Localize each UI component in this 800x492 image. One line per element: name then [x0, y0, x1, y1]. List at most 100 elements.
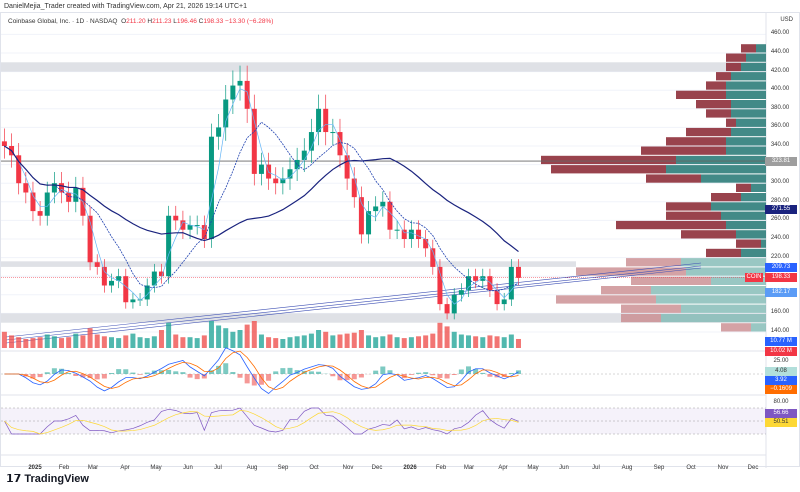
tradingview-logo[interactable]: 𝟭𝟳 TradingView — [6, 472, 89, 485]
volume-bar — [501, 337, 507, 348]
macd-histogram-bar — [258, 374, 264, 385]
volume-profile-down-bar — [541, 155, 676, 165]
candle-body — [66, 192, 72, 202]
macd-histogram-bar — [194, 374, 200, 380]
volume-profile-down-bar — [641, 146, 726, 155]
candle-body — [466, 276, 471, 291]
volume-bar — [208, 321, 214, 348]
volume-bar — [23, 339, 29, 348]
trend-line — [5, 267, 702, 344]
volume-profile-down-bar — [736, 239, 761, 248]
candle-body — [51, 183, 57, 193]
candle-body — [130, 299, 136, 303]
volume-profile-up-bar — [651, 286, 766, 295]
volume-bar — [116, 338, 122, 348]
candle-body — [444, 304, 450, 314]
price-tick: 360.00 — [770, 123, 790, 130]
volume-bar — [37, 337, 43, 348]
volume-profile-down-bar — [646, 174, 701, 183]
volume-bar — [423, 335, 429, 348]
volume-profile-up-bar — [736, 230, 766, 239]
macd-histogram-bar — [230, 372, 236, 374]
volume-bar — [144, 338, 150, 348]
volume-bar — [109, 337, 114, 348]
macd-histogram-bar — [344, 374, 350, 381]
macd-histogram-bar — [316, 371, 322, 374]
candle-body — [173, 215, 179, 221]
moving-average-line — [4, 145, 519, 253]
macd-histogram-bar — [87, 374, 93, 378]
volume-profile-down-bar — [666, 137, 726, 146]
macd-histogram-bar — [430, 374, 436, 376]
volume-profile-up-bar — [731, 127, 766, 137]
candle-body — [44, 192, 50, 216]
volume-profile-up-bar — [731, 72, 766, 81]
volume-profile-up-bar — [731, 100, 766, 109]
currency-label: USD — [780, 17, 793, 23]
macd-signal-line — [4, 350, 519, 391]
candle-body — [280, 178, 286, 184]
candle-body — [87, 215, 93, 263]
volume-profile-down-bar — [706, 248, 741, 258]
candle-body — [473, 276, 479, 281]
volume-bar — [487, 335, 493, 348]
price-tick: 240.00 — [770, 235, 790, 241]
volume-bar — [87, 328, 93, 348]
macd-histogram-bar — [251, 374, 257, 386]
volume-profile-up-bar — [711, 202, 766, 211]
macd-histogram-bar — [123, 369, 129, 374]
macd-histogram-bar — [44, 372, 50, 374]
macd-histogram-bar — [216, 365, 222, 374]
volume-bar — [337, 334, 343, 348]
volume-bar — [316, 330, 322, 348]
close-label: C — [198, 18, 204, 25]
candle-body — [273, 178, 279, 184]
volume-profile-down-bar — [621, 313, 661, 323]
macd-histogram-bar — [266, 374, 272, 381]
macd-histogram-bar — [166, 369, 172, 374]
volume-profile-down-bar — [706, 109, 731, 118]
candle-body — [216, 127, 222, 137]
volume-profile-up-bar — [726, 90, 766, 99]
macd-histogram-bar — [80, 374, 86, 378]
volume-profile-up-bar — [681, 258, 766, 267]
candle-body — [373, 206, 379, 212]
candle-body — [194, 225, 200, 227]
price-chart-svg[interactable] — [1, 13, 800, 468]
candle-body — [73, 187, 79, 202]
volume-bar — [358, 330, 364, 348]
macd-histogram-bar — [244, 374, 250, 384]
macd-histogram-bar — [116, 369, 122, 374]
volume-profile-down-bar — [741, 44, 756, 53]
volume-bar — [373, 337, 379, 348]
candle-body — [187, 225, 193, 230]
volume-bar — [237, 330, 243, 348]
chart-credit: DanielMejia_Trader created with TradingV… — [4, 3, 247, 10]
volume-profile-down-bar — [616, 220, 726, 230]
candle-body — [487, 276, 493, 291]
macd-histogram-bar — [416, 372, 422, 374]
volume-profile-up-bar — [656, 295, 766, 304]
chart-area[interactable]: USD 460.00 440.00 420.00 400.00 380.00 360.00… — [0, 12, 800, 471]
time-axis-label: Jul — [592, 465, 600, 471]
macd-histogram-bar — [451, 374, 457, 375]
time-axis-label: Dec — [371, 465, 383, 471]
time-axis-label: Apr — [120, 465, 130, 471]
candle-body — [208, 136, 214, 239]
volume-profile-down-bar — [631, 276, 711, 285]
volume-bar — [323, 331, 329, 348]
price-tag: 182.17 — [765, 288, 797, 298]
candle-body — [501, 299, 507, 305]
candle-body — [59, 183, 65, 193]
macd-tag: 4.08 — [765, 367, 797, 376]
volume-bar — [287, 337, 293, 348]
volume-bar — [266, 337, 272, 348]
volume-profile-down-bar — [681, 230, 736, 239]
volume-profile-down-bar — [686, 127, 731, 137]
candle-body — [380, 201, 386, 207]
volume-bar — [216, 325, 222, 348]
logo-icon: 𝟭𝟳 — [6, 473, 25, 485]
macd-histogram-bar — [144, 372, 150, 374]
volume-profile-down-bar — [551, 165, 666, 174]
time-axis-label: Sep — [653, 465, 665, 471]
